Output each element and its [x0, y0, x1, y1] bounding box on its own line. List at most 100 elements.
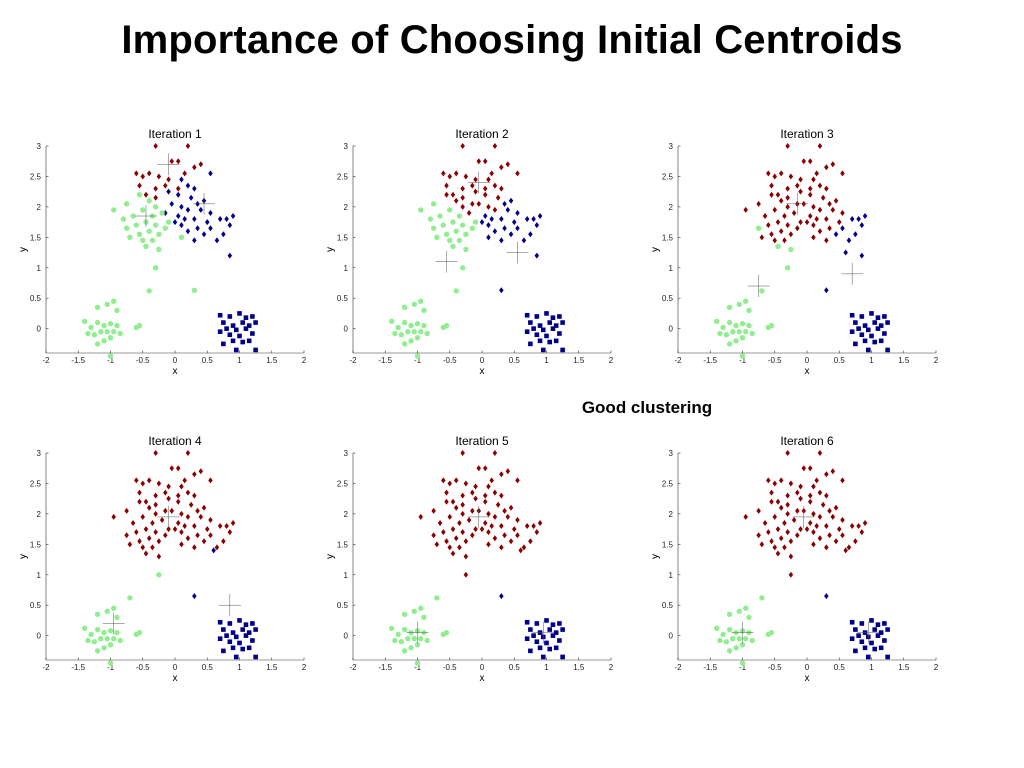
- data-point-circle: [136, 192, 143, 198]
- data-point-circle: [440, 222, 446, 228]
- data-point-circle: [94, 341, 101, 347]
- data-point-circle: [414, 642, 421, 648]
- data-point-diamond: [166, 495, 171, 502]
- data-point-diamond: [778, 477, 784, 484]
- data-point-diamond: [827, 507, 832, 514]
- data-point-square: [221, 627, 226, 632]
- data-point-diamond: [862, 213, 868, 220]
- data-point-circle: [104, 608, 110, 614]
- data-point-diamond: [470, 507, 475, 514]
- data-point-diamond: [205, 526, 210, 533]
- data-point-diamond: [814, 170, 819, 177]
- data-point-circle: [463, 246, 469, 253]
- data-point-diamond: [499, 164, 504, 171]
- data-point-circle: [82, 318, 88, 325]
- data-point-square: [875, 315, 881, 320]
- caption-good-clustering: Good clustering: [581, 398, 713, 417]
- data-point-circle: [88, 324, 94, 331]
- data-point-circle: [136, 231, 143, 237]
- centroid-marker: [467, 171, 490, 194]
- data-point-circle: [749, 637, 755, 644]
- x-tick-label: -0.5: [136, 663, 150, 672]
- data-point-circle: [736, 328, 742, 335]
- data-point-circle: [98, 635, 104, 642]
- data-point-diamond: [185, 535, 191, 542]
- data-point-diamond: [778, 170, 784, 177]
- data-point-diamond: [814, 216, 819, 223]
- data-point-diamond: [182, 170, 187, 177]
- data-point-circle: [714, 318, 720, 325]
- x-tick-label: 1: [869, 663, 874, 672]
- data-point-diamond: [489, 477, 494, 484]
- data-point-diamond: [756, 532, 761, 539]
- data-point-diamond: [769, 489, 774, 496]
- data-point-diamond: [224, 523, 229, 530]
- data-point-circle: [136, 629, 143, 636]
- data-point-circle: [146, 198, 152, 204]
- data-point-circle: [421, 322, 427, 329]
- data-point-circle: [418, 298, 424, 304]
- x-tick-label: 0.5: [834, 663, 846, 672]
- data-point-diamond: [163, 182, 168, 189]
- data-point-square: [856, 326, 861, 331]
- data-point-diamond: [153, 501, 158, 508]
- y-tick-label: 2.5: [662, 479, 674, 488]
- data-point-diamond: [489, 216, 494, 223]
- centroid-marker: [435, 250, 458, 273]
- data-point-diamond: [785, 194, 790, 201]
- data-point-diamond: [221, 231, 226, 238]
- data-point-square: [869, 640, 874, 646]
- y-tick-label: 0.5: [30, 601, 42, 610]
- data-point-diamond: [853, 231, 858, 238]
- data-point-diamond: [820, 501, 826, 508]
- data-point-circle: [726, 611, 733, 618]
- data-point-diamond: [814, 523, 819, 530]
- data-point-circle: [418, 605, 424, 611]
- data-point-square: [547, 627, 553, 632]
- data-point-square: [246, 338, 252, 344]
- data-point-square: [878, 645, 884, 651]
- data-point-diamond: [785, 492, 790, 499]
- data-point-square: [869, 333, 874, 339]
- data-point-diamond: [521, 544, 527, 551]
- data-point-square: [550, 622, 556, 627]
- data-point-diamond: [153, 194, 158, 201]
- data-point-square: [878, 630, 884, 635]
- data-point-diamond: [824, 471, 829, 478]
- centroid-marker: [134, 205, 157, 228]
- data-point-diamond: [505, 513, 511, 520]
- data-point-square: [553, 645, 559, 651]
- data-point-square: [243, 315, 249, 320]
- y-tick-label: 0: [37, 632, 42, 641]
- x-tick-label: 0: [480, 356, 485, 365]
- x-tick-label: -2: [674, 663, 682, 672]
- data-point-diamond: [460, 194, 465, 201]
- data-point-diamond: [537, 213, 543, 220]
- data-point-diamond: [804, 219, 810, 226]
- data-point-circle: [463, 231, 469, 237]
- data-point-diamond: [756, 200, 761, 207]
- data-point-circle: [411, 635, 417, 642]
- data-point-square: [253, 654, 258, 660]
- data-point-circle: [723, 332, 730, 338]
- data-point-square: [246, 630, 252, 635]
- data-point-circle: [120, 216, 127, 222]
- data-point-diamond: [846, 544, 852, 551]
- data-point-circle: [111, 298, 117, 304]
- data-point-circle: [117, 637, 123, 644]
- data-point-diamond: [811, 529, 816, 536]
- data-point-diamond: [463, 480, 469, 487]
- data-point-diamond: [172, 219, 178, 226]
- data-point-circle: [392, 330, 398, 337]
- data-point-circle: [430, 201, 437, 207]
- data-point-diamond: [185, 143, 191, 149]
- data-point-diamond: [208, 532, 213, 539]
- data-point-diamond: [772, 173, 777, 180]
- data-point-diamond: [769, 191, 774, 198]
- x-tick-label: -2: [674, 356, 682, 365]
- data-point-square: [534, 314, 540, 319]
- data-point-diamond: [188, 194, 194, 201]
- data-point-circle: [91, 332, 98, 338]
- data-point-circle: [746, 322, 752, 329]
- chart-title: Iteration 1: [148, 127, 202, 141]
